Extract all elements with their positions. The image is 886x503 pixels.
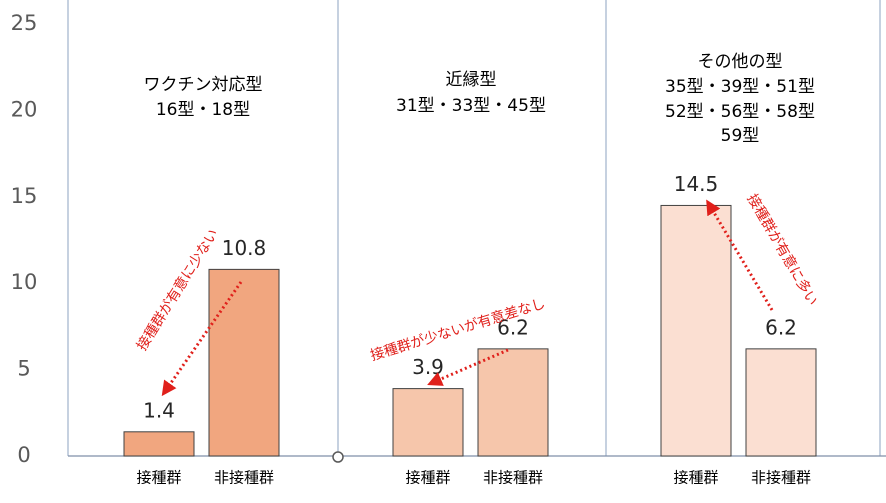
value-label: 6.2 xyxy=(497,315,529,339)
y-tick-label: 5 xyxy=(17,357,30,381)
group-title: 52型・56型・58型 xyxy=(665,102,815,122)
group-title: 35型・39型・51型 xyxy=(665,77,815,97)
x-tick-label: 接種群 xyxy=(405,469,450,487)
y-tick-label: 25 xyxy=(11,11,38,35)
value-label: 10.8 xyxy=(222,236,267,260)
group-title: ワクチン対応型 xyxy=(144,75,263,95)
axis-marker xyxy=(332,451,344,463)
bar xyxy=(123,431,195,457)
y-tick-label: 20 xyxy=(11,97,38,121)
value-label: 14.5 xyxy=(674,172,719,196)
x-tick-label: 非接種群 xyxy=(214,469,274,487)
annotation-arrow xyxy=(706,199,774,311)
value-label: 3.9 xyxy=(412,355,444,379)
group-title: 16型・18型 xyxy=(156,100,250,120)
value-label: 6.2 xyxy=(765,315,797,339)
group-title: 31型・33型・45型 xyxy=(396,96,546,116)
y-tick-label: 10 xyxy=(11,270,38,294)
bar xyxy=(660,204,732,457)
value-label: 1.4 xyxy=(143,398,175,422)
y-tick-label: 15 xyxy=(11,184,38,208)
x-tick-label: 接種群 xyxy=(673,469,718,487)
x-tick-label: 接種群 xyxy=(136,469,181,487)
annotation-arrow xyxy=(427,348,509,386)
x-tick-label: 非接種群 xyxy=(751,469,811,487)
group-title: その他の型 xyxy=(698,52,783,72)
bar xyxy=(477,348,549,457)
annotation-arrow xyxy=(161,281,243,397)
bar xyxy=(745,348,817,457)
group-title: 59型 xyxy=(721,126,760,146)
x-tick-label: 非接種群 xyxy=(483,469,543,487)
y-tick-label: 0 xyxy=(17,443,30,467)
bar xyxy=(392,388,464,457)
bar xyxy=(208,268,280,457)
annotation: 接種群が有意に多い xyxy=(744,191,822,309)
group-title: 近縁型 xyxy=(446,70,497,90)
